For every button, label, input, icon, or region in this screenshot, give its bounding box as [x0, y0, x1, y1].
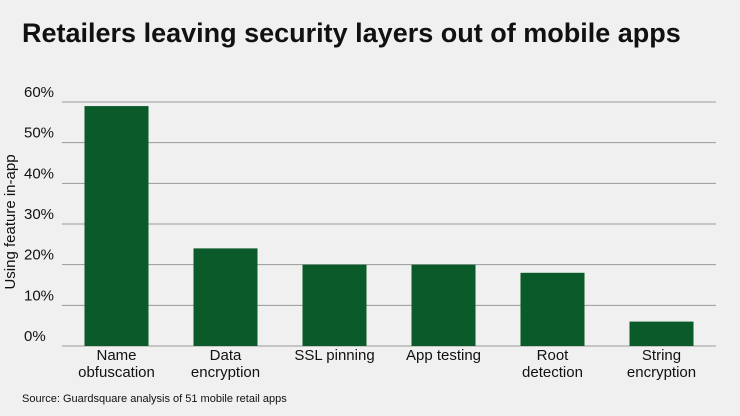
bar: [520, 272, 585, 346]
x-category-label: Name obfuscation: [78, 347, 155, 381]
x-category-label: SSL pinning: [294, 347, 374, 364]
chart-title: Retailers leaving security layers out of…: [22, 18, 681, 48]
bar: [629, 321, 694, 346]
y-tick-label: 20%: [24, 247, 54, 264]
y-tick-label: 30%: [24, 206, 54, 223]
y-tick-label: 60%: [24, 84, 54, 101]
x-category-label: App testing: [406, 347, 481, 364]
y-tick-label: 40%: [24, 165, 54, 182]
bars: [84, 106, 694, 346]
x-axis-categories: Name obfuscation Data encryption SSL pinning…: [78, 347, 696, 381]
x-category-label: Data encryption: [191, 347, 260, 381]
y-tick-label: 50%: [24, 125, 54, 142]
bar: [411, 264, 476, 346]
y-axis-label: Using feature in-app: [2, 154, 19, 289]
bar: [302, 264, 367, 346]
bar: [84, 106, 149, 346]
y-tick-label: 10%: [24, 287, 54, 304]
x-category-label: String encryption: [627, 347, 696, 381]
y-axis-ticks: 0% 10% 20% 30% 40% 50% 60%: [24, 84, 54, 345]
y-tick-label: 0%: [24, 328, 46, 345]
bar: [193, 248, 258, 346]
gridlines: [62, 101, 716, 347]
x-category-label: Root detection: [522, 347, 583, 381]
source-note: Source: Guardsquare analysis of 51 mobil…: [22, 393, 287, 405]
